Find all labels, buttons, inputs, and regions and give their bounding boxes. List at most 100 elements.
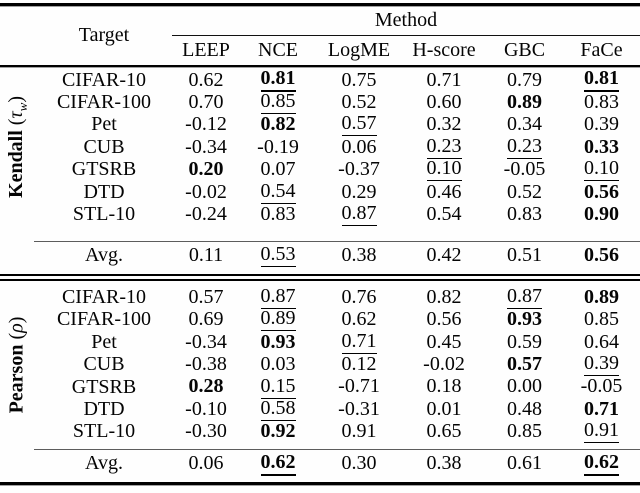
metric-value: 0.51: [507, 244, 542, 267]
target-name: DTD: [83, 180, 125, 203]
metric-value: 0.82: [426, 285, 462, 308]
pearson-label-text: Pearson (ρ): [5, 316, 27, 414]
target-name: Pet: [91, 330, 117, 353]
column-header-gbc: GBC: [503, 38, 546, 61]
metric-value: 0.89: [584, 285, 619, 308]
metric-value: 0.83: [584, 91, 619, 114]
metric-value: -0.37: [338, 158, 380, 181]
metric-value: -0.31: [338, 397, 380, 420]
metric-value: 0.60: [426, 91, 462, 114]
metric-value: 0.58: [260, 396, 296, 421]
metric-value: 0.42: [426, 244, 462, 267]
metric-value: 0.81: [563, 68, 640, 93]
kendall-avg-row: Avg. 0.11 0.53 0.38 0.42 0.51 0.56: [0, 242, 640, 269]
metric-value: 0.70: [188, 91, 224, 114]
metric-value: 0.56: [584, 244, 619, 267]
metric-value: 0.61: [507, 452, 542, 475]
metric-value: 0.00: [507, 375, 542, 398]
metric-value: 0.32: [426, 113, 462, 136]
metric-value: 0.57: [507, 353, 542, 376]
metric-value: -0.34: [185, 330, 227, 353]
metric-value: -0.02: [185, 180, 227, 203]
metric-value: 0.23: [426, 134, 462, 159]
target-name: CIFAR-10: [61, 285, 147, 308]
row-label-spacer: [0, 242, 36, 269]
metric-value: 0.53: [260, 243, 296, 268]
metric-value: 0.38: [426, 452, 462, 475]
metric-value: -0.02: [423, 353, 465, 376]
metric-value: 0.28: [188, 375, 224, 398]
metric-value: 0.64: [584, 330, 619, 353]
table-bottom-rule: [0, 482, 640, 485]
metric-value: 0.29: [341, 180, 377, 203]
metric-value: 0.12: [341, 353, 377, 376]
pearson-avg-rule: [34, 448, 640, 451]
metric-value: 0.82: [260, 113, 296, 136]
metric-value: -0.30: [185, 420, 227, 443]
column-header-face: FaCe: [580, 38, 623, 61]
metric-value: 0.52: [507, 180, 542, 203]
kendall-section-label: Kendall (τw): [0, 69, 36, 226]
metric-value: 0.56: [426, 308, 462, 331]
target-name: CUB: [83, 353, 125, 376]
metric-value: 0.90: [584, 203, 619, 226]
metric-value: 0.57: [341, 112, 377, 137]
metric-value: 0.39: [584, 113, 619, 136]
metric-value: 0.62: [240, 450, 316, 477]
metric-value: 0.10: [584, 157, 619, 182]
target-column-header: Target: [78, 23, 130, 46]
metric-value: 0.87: [341, 202, 377, 227]
metric-value: 0.93: [507, 308, 542, 331]
metric-value: 0.54: [426, 203, 462, 226]
metric-value: 0.23: [507, 134, 542, 159]
metric-value: 0.62: [341, 308, 377, 331]
metric-value: 0.46: [426, 180, 462, 203]
pearson-section-label: Pearson (ρ): [0, 286, 36, 443]
target-name: Pet: [91, 113, 117, 136]
pearson-section: Pearson (ρ) CIFAR-10 0.57 0.87 0.76 0.82…: [0, 284, 640, 444]
metric-value: 0.91: [341, 420, 377, 443]
metric-value: 0.79: [507, 68, 542, 91]
metric-value: 0.69: [188, 308, 224, 331]
metric-value: 0.83: [260, 203, 296, 226]
metric-value: 0.89: [260, 307, 296, 332]
metric-value: 0.30: [341, 452, 377, 475]
metric-value: 0.87: [260, 284, 296, 309]
metric-value: 0.83: [507, 203, 542, 226]
target-name: STL-10: [72, 420, 136, 443]
target-name: CIFAR-100: [56, 308, 152, 331]
metric-value: 0.71: [426, 68, 462, 91]
column-header-logme: LogME: [327, 38, 391, 61]
metric-value: 0.91: [584, 419, 619, 444]
metric-value: 0.81: [240, 68, 316, 93]
metric-value: 0.89: [507, 91, 542, 114]
metric-value: 0.45: [426, 330, 462, 353]
metric-value: 0.11: [188, 244, 224, 267]
column-header-leep: LEEP: [182, 38, 230, 61]
metric-value: 0.65: [426, 420, 462, 443]
kendall-avg-rule: [34, 240, 640, 243]
metric-value: -0.05: [580, 375, 623, 398]
metric-value: 0.85: [584, 308, 619, 331]
metric-value: 0.39: [584, 352, 619, 377]
metric-value: -0.34: [185, 135, 227, 158]
column-header-hscore: H-score: [412, 38, 476, 61]
metric-value: 0.06: [341, 135, 377, 158]
metric-value: 0.01: [426, 397, 462, 420]
header-bottom-rule: [0, 64, 640, 67]
target-name: STL-10: [72, 203, 136, 226]
target-name: GTSRB: [71, 375, 137, 398]
metric-value: 0.18: [426, 375, 462, 398]
target-name: Avg.: [85, 244, 123, 267]
metric-value: -0.05: [503, 158, 546, 181]
metric-value: 0.52: [341, 91, 377, 114]
target-name: CIFAR-10: [61, 68, 147, 91]
metric-value: 0.48: [507, 397, 542, 420]
metric-value: 0.15: [260, 374, 296, 399]
section-divider-rule: [0, 274, 640, 282]
column-header-nce: NCE: [258, 38, 298, 61]
target-name: Avg.: [85, 452, 123, 475]
method-group-header: Method: [172, 6, 640, 36]
metric-value: 0.54: [260, 179, 296, 204]
metric-value: 0.34: [507, 113, 542, 136]
